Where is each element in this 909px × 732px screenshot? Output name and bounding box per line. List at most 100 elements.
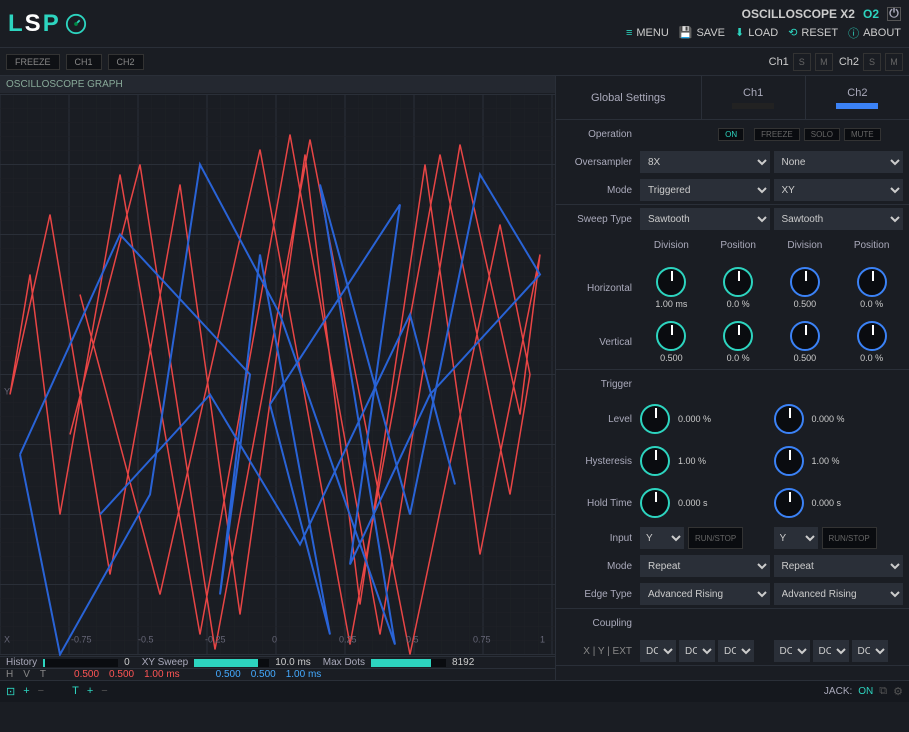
hyst-ch2-val: 1.00 %	[812, 456, 840, 466]
ch-freeze-badge[interactable]: FREEZE	[754, 128, 800, 141]
tmode-ch1-select[interactable]: Repeat	[640, 555, 770, 577]
save-button[interactable]: 💾SAVE	[679, 25, 725, 41]
maxdots-slider[interactable]	[371, 659, 446, 667]
font-icon[interactable]: T	[72, 685, 79, 698]
freeze-button[interactable]: FREEZE	[6, 54, 60, 70]
level-ch2-knob[interactable]	[774, 404, 804, 434]
vert-pos-ch1-knob[interactable]	[723, 321, 753, 351]
zoom-in-icon[interactable]: +	[23, 685, 29, 698]
mount-icon[interactable]: ⊡	[6, 685, 15, 698]
link-icon[interactable]: ⧉	[879, 685, 887, 698]
operation-on-badge[interactable]: ON	[718, 128, 744, 141]
horiz-div-ch1-val: 1.00 ms	[655, 299, 687, 309]
logo-l: L	[8, 10, 25, 37]
input-ch2-select[interactable]: Y	[774, 527, 818, 549]
mode-ch2-select[interactable]: XY	[774, 179, 904, 201]
hold-ch2-knob[interactable]	[774, 488, 804, 518]
menu-icon: ≡	[626, 27, 632, 39]
tab-ch1[interactable]: Ch1	[701, 76, 805, 120]
panel-tabs: Global Settings Ch1 Ch2	[556, 76, 909, 120]
ch1-mute-button[interactable]: M	[815, 53, 833, 71]
graph-title: OSCILLOSCOPE GRAPH	[0, 76, 555, 93]
power-icon[interactable]: ⏻	[887, 7, 901, 21]
hold-ch1-knob[interactable]	[640, 488, 670, 518]
hold-ch2-val: 0.000 s	[812, 498, 842, 508]
vert-div-ch2-knob[interactable]	[790, 321, 820, 351]
position-hdr-2: Position	[854, 240, 890, 251]
oversampler-ch2-select[interactable]: None	[774, 151, 904, 173]
oscilloscope-graph: X-0.75-0.5-0.2500.250.50.751Y	[0, 93, 555, 656]
run-ch2-button[interactable]: RUN/STOP	[822, 527, 877, 549]
horiz-pos-ch2-knob[interactable]	[857, 267, 887, 297]
ch2-mute-button[interactable]: M	[885, 53, 903, 71]
svg-text:-0.25: -0.25	[205, 635, 226, 645]
edge-ch1-select[interactable]: Advanced Rising	[640, 583, 770, 605]
header: LSP OSCILLOSCOPE X2 O2 ⏻ ≡MENU 💾SAVE ⬇LO…	[0, 0, 909, 48]
cpl-ch1-x[interactable]: DC	[640, 640, 676, 662]
cpl-ch1-y[interactable]: DC	[679, 640, 715, 662]
ch2-solo-button[interactable]: S	[863, 53, 881, 71]
trigger-label: Trigger	[556, 379, 640, 390]
tab-global[interactable]: Global Settings	[556, 76, 701, 120]
input-label: Input	[556, 533, 640, 544]
cpl-ch2-ext[interactable]: DC	[852, 640, 888, 662]
ch2-button[interactable]: CH2	[108, 54, 144, 70]
jack-label: JACK:	[824, 686, 852, 697]
jack-status: ON	[858, 686, 873, 697]
readout-row: H V T 0.500 0.500 1.00 ms 0.500 0.500 1.…	[0, 668, 555, 680]
horiz-div-ch1-knob[interactable]	[656, 267, 686, 297]
edge-ch2-select[interactable]: Advanced Rising	[774, 583, 904, 605]
tab-ch1-label: Ch1	[743, 87, 763, 99]
tb-ch1-label: Ch1	[769, 56, 789, 68]
horiz-pos-ch2-val: 0.0 %	[860, 299, 883, 309]
level-ch1-val: 0.000 %	[678, 414, 711, 424]
svg-text:X: X	[4, 635, 10, 645]
sweep-ch1-select[interactable]: Sawtooth	[640, 208, 770, 230]
svg-text:1: 1	[540, 635, 545, 645]
input-ch1-select[interactable]: Y	[640, 527, 684, 549]
info-icon: ⓘ	[848, 25, 859, 41]
reset-button[interactable]: ⟲RESET	[788, 25, 838, 41]
ch-mute-badge[interactable]: MUTE	[844, 128, 881, 141]
run-ch1-button[interactable]: RUN/STOP	[688, 527, 743, 549]
mode-ch1-select[interactable]: Triggered	[640, 179, 770, 201]
hyst-ch2-knob[interactable]	[774, 446, 804, 476]
zoom-out-icon[interactable]: −	[38, 685, 44, 698]
ch1-button[interactable]: CH1	[66, 54, 102, 70]
history-slider[interactable]	[43, 659, 118, 667]
level-ch1-knob[interactable]	[640, 404, 670, 434]
horiz-div-ch2-knob[interactable]	[790, 267, 820, 297]
xysweep-value: 10.0 ms	[275, 657, 311, 668]
load-button[interactable]: ⬇LOAD	[735, 25, 778, 41]
tab-ch2-label: Ch2	[847, 87, 867, 99]
xysweep-slider[interactable]	[194, 659, 269, 667]
vert-div-ch1-knob[interactable]	[656, 321, 686, 351]
svg-text:-0.5: -0.5	[138, 635, 154, 645]
load-icon: ⬇	[735, 26, 744, 39]
settings-icon[interactable]: ⚙	[893, 685, 903, 698]
sweep-ch2-select[interactable]: Sawtooth	[774, 208, 904, 230]
cpl-ch2-x[interactable]: DC	[774, 640, 810, 662]
menu-button[interactable]: ≡MENU	[626, 25, 669, 41]
about-button[interactable]: ⓘABOUT	[848, 25, 901, 41]
ro-ch2-t: 1.00 ms	[286, 669, 322, 680]
hyst-ch1-knob[interactable]	[640, 446, 670, 476]
ro-ch2-h: 0.500	[216, 669, 241, 680]
tmode-ch2-select[interactable]: Repeat	[774, 555, 904, 577]
tab-global-label: Global Settings	[591, 92, 666, 104]
tab-ch2[interactable]: Ch2	[805, 76, 909, 120]
font-out-icon[interactable]: −	[101, 685, 107, 698]
cpl-ch2-y[interactable]: DC	[813, 640, 849, 662]
vert-pos-ch2-knob[interactable]	[857, 321, 887, 351]
horiz-pos-ch1-knob[interactable]	[723, 267, 753, 297]
font-in-icon[interactable]: +	[87, 685, 93, 698]
horiz-label: Horizontal	[556, 283, 640, 294]
toolbar: FREEZE CH1 CH2 Ch1 S M Ch2 S M	[0, 48, 909, 76]
ch1-solo-button[interactable]: S	[793, 53, 811, 71]
cpl-ch1-ext[interactable]: DC	[718, 640, 754, 662]
ch-solo-badge[interactable]: SOLO	[804, 128, 840, 141]
oversampler-label: Oversampler	[556, 157, 640, 168]
logo-s: S	[25, 10, 43, 37]
oversampler-ch1-select[interactable]: 8X	[640, 151, 770, 173]
history-value: 0	[124, 657, 130, 668]
